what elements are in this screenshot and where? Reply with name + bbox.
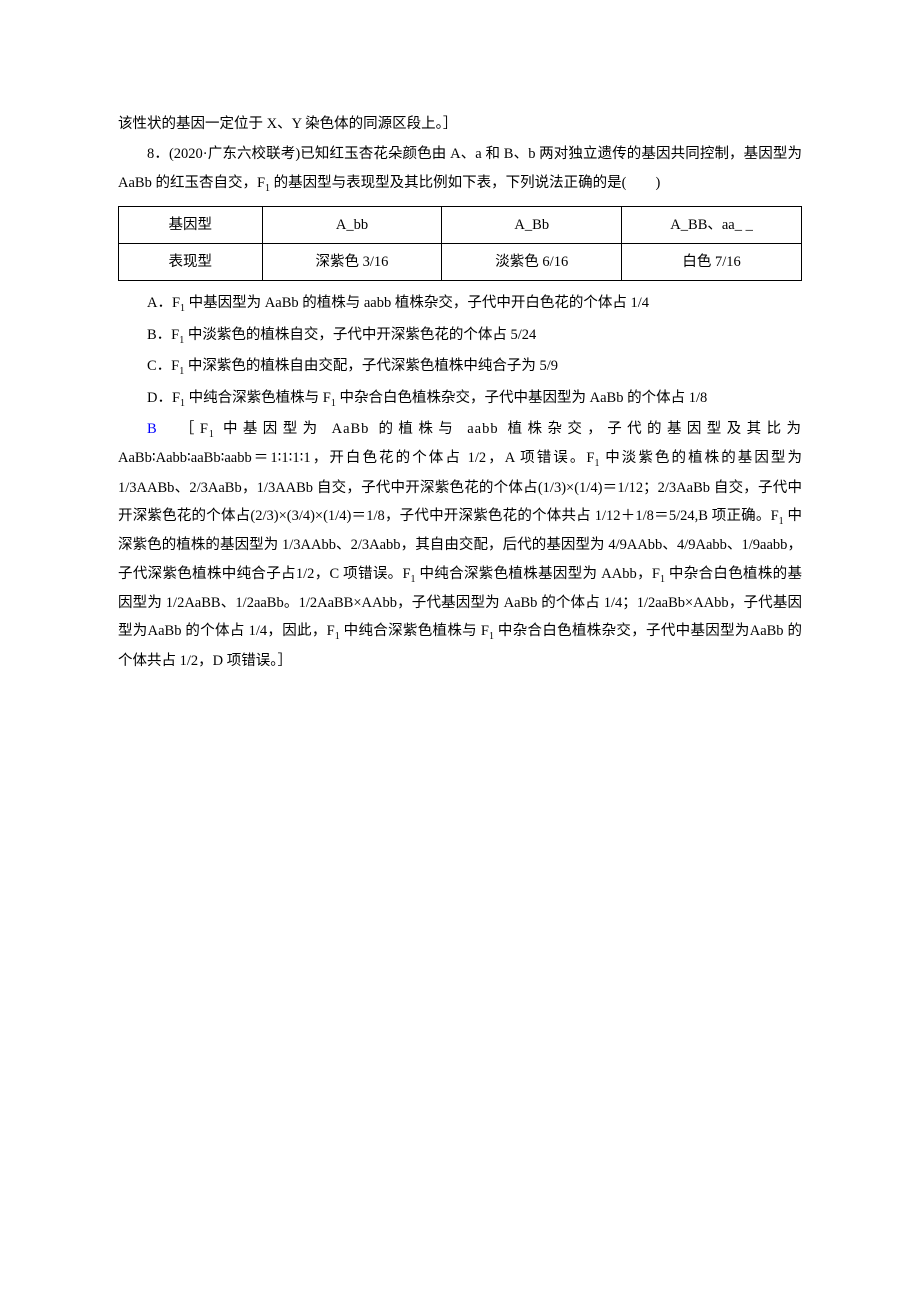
option-label: C．F	[147, 358, 179, 374]
answer-text: AaBb∶Aabb∶aaBb∶aabb＝1∶1∶1∶1，开白色花的个体占 1/2…	[118, 450, 595, 466]
line1-text: 该性状的基因一定位于 X、Y 染色体的同源区段上。］	[118, 116, 457, 132]
answer-text: ［F	[176, 421, 209, 437]
table-cell: 基因型	[119, 206, 263, 243]
question-source: (2020·广东六校联考)	[169, 146, 300, 162]
question-number: 8．	[147, 146, 169, 162]
table-row: 基因型 A_bb A_Bb A_BB、aa_ _	[119, 206, 802, 243]
table-cell: 淡紫色 6/16	[442, 244, 622, 281]
option-label: D．F	[147, 390, 180, 406]
table-cell: A_bb	[262, 206, 442, 243]
table-cell: A_Bb	[442, 206, 622, 243]
answer-text: 中纯合深紫色植株与 F	[340, 623, 489, 639]
option-a: A．F1 中基因型为 AaBb 的植株与 aabb 植株杂交，子代中开白色花的个…	[118, 289, 802, 318]
option-label: A．F	[147, 295, 180, 311]
answer-explanation: B［F1 中基因型为 AaBb 的植株与 aabb 植株杂交，子代的基因型及其比…	[118, 415, 802, 675]
table-cell: A_BB、aa_ _	[622, 206, 802, 243]
answer-text: 中纯合深紫色植株基因型为 AAbb，F	[416, 566, 660, 582]
table-cell: 白色 7/16	[622, 244, 802, 281]
line-fragment: 该性状的基因一定位于 X、Y 染色体的同源区段上。］	[118, 110, 802, 138]
option-d: D．F1 中纯合深紫色植株与 F1 中杂合白色植株杂交，子代中基因型为 AaBb…	[118, 384, 802, 413]
table-cell: 深紫色 3/16	[262, 244, 442, 281]
option-text: 中深紫色的植株自由交配，子代深紫色植株中纯合子为 5/9	[184, 358, 558, 374]
table-row: 表现型 深紫色 3/16 淡紫色 6/16 白色 7/16	[119, 244, 802, 281]
option-text: 中纯合深紫色植株与 F	[185, 390, 331, 406]
option-b: B．F1 中淡紫色的植株自交，子代中开深紫色花的个体占 5/24	[118, 321, 802, 350]
option-c: C．F1 中深紫色的植株自由交配，子代深紫色植株中纯合子为 5/9	[118, 352, 802, 381]
answer-text: 中基因型为 AaBb 的植株与 aabb 植株杂交，子代的基因型及其比为	[214, 421, 802, 437]
question-text2: 的基因型与表现型及其比例如下表，下列说法正确的是( )	[270, 175, 660, 191]
option-text: 中淡紫色的植株自交，子代中开深紫色花的个体占 5/24	[184, 327, 536, 343]
table-cell: 表现型	[119, 244, 263, 281]
option-label: B．F	[147, 327, 179, 343]
option-text: 中杂合白色植株杂交，子代中基因型为 AaBb 的个体占 1/8	[336, 390, 707, 406]
genotype-phenotype-table: 基因型 A_bb A_Bb A_BB、aa_ _ 表现型 深紫色 3/16 淡紫…	[118, 206, 802, 282]
option-text: 中基因型为 AaBb 的植株与 aabb 植株杂交，子代中开白色花的个体占 1/…	[185, 295, 649, 311]
question-stem: 8．(2020·广东六校联考)已知红玉杏花朵颜色由 A、a 和 B、b 两对独立…	[118, 140, 802, 198]
answer-letter: B	[147, 421, 157, 437]
